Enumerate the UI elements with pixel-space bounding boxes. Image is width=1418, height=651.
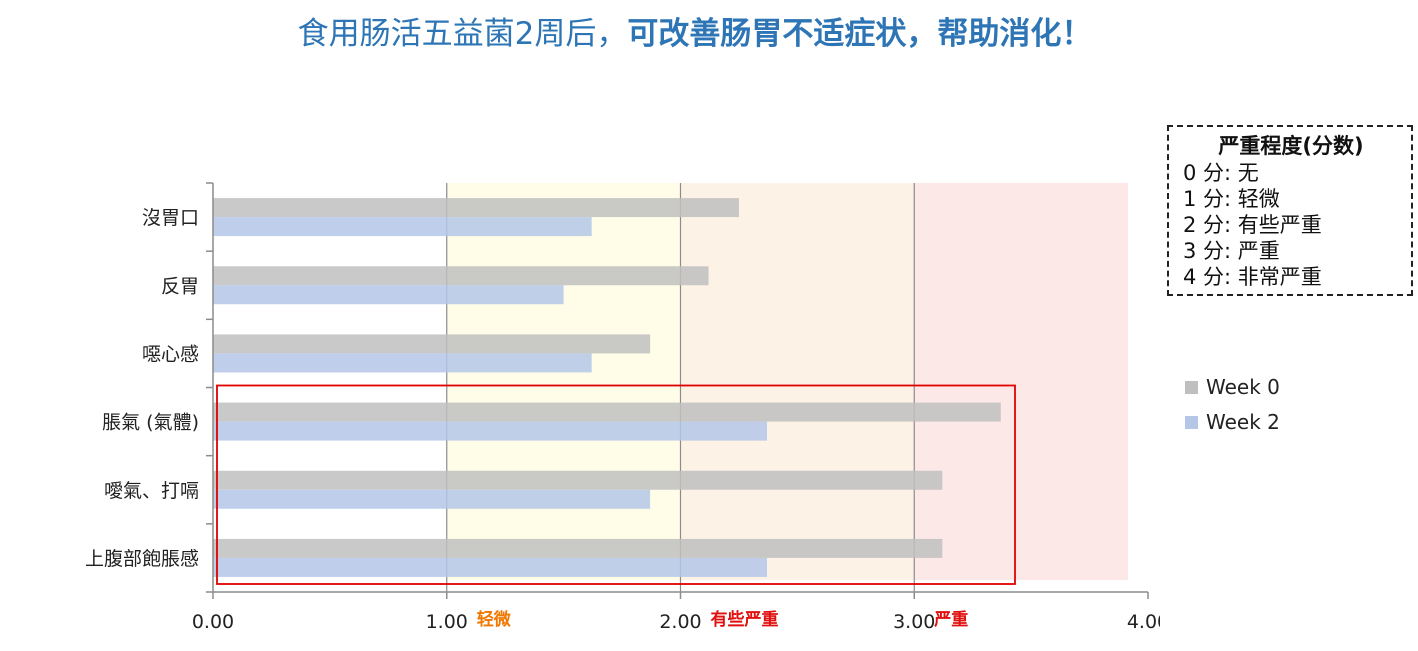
legend-swatch-week-0	[1185, 380, 1198, 394]
category-label-0: 沒胃口	[142, 207, 199, 229]
bar-week-0-4	[213, 470, 943, 490]
bar-week-2-5	[213, 557, 767, 577]
category-label-2: 噁心感	[142, 343, 199, 365]
severity-zones	[446, 183, 1128, 580]
bar-week-2-4	[213, 489, 651, 509]
zone-0	[446, 183, 681, 580]
severity-legend-title: 严重程度(分数)	[1218, 134, 1364, 158]
bar-week-2-3	[213, 421, 767, 441]
bar-week-2-0	[213, 217, 592, 237]
severity-item-2: 2 分: 有些严重	[1183, 213, 1322, 237]
axes	[206, 182, 1149, 599]
category-label-1: 反胃	[161, 275, 199, 297]
x-tick-label-0: 0.00	[192, 611, 234, 633]
zone-1	[680, 183, 915, 580]
bars	[213, 198, 1001, 577]
x-tick-label-1: 1.00	[426, 611, 468, 633]
bar-week-0-0	[213, 198, 739, 218]
category-label-3: 脹氣 (氣體)	[102, 412, 199, 434]
legend-week-2: Week 2	[1185, 410, 1280, 434]
bar-week-0-5	[213, 538, 943, 558]
severity-item-3: 3 分: 严重	[1183, 239, 1280, 263]
bar-week-2-1	[213, 285, 564, 305]
bar-week-0-1	[213, 266, 709, 286]
severity-item-0: 0 分: 无	[1183, 161, 1259, 185]
zone-label-2: 严重	[934, 609, 968, 630]
severity-legend: 严重程度(分数) 0 分: 无 1 分: 轻微 2 分: 有些严重 3 分: 严…	[1167, 125, 1413, 296]
gridlines	[446, 183, 915, 592]
bar-week-2-2	[213, 353, 592, 373]
legend-week-0: Week 0	[1185, 375, 1280, 399]
bar-week-0-3	[213, 402, 1001, 422]
x-tick-label-2: 2.00	[659, 611, 701, 633]
highlight-box-group	[216, 384, 1016, 585]
category-label-4: 噯氣、打嗝	[104, 480, 199, 502]
bar-week-0-2	[213, 334, 651, 354]
legend-swatch-week-2	[1185, 415, 1198, 429]
zone-label-0: 轻微	[477, 609, 512, 630]
title-bold: 可改善肠胃不适症状，帮助消化！	[627, 16, 1093, 52]
zone-2	[914, 183, 1128, 580]
legend-label-week-2: Week 2	[1206, 410, 1280, 434]
legend-label-week-0: Week 0	[1206, 375, 1280, 399]
category-label-5: 上腹部飽脹感	[85, 548, 199, 570]
highlight-box	[216, 384, 1016, 585]
x-tick-label-3: 3.00	[893, 611, 935, 633]
zone-label-1: 有些严重	[711, 609, 779, 630]
x-tick-label-4: 4.00	[1127, 611, 1160, 633]
severity-item-1: 1 分: 轻微	[1183, 187, 1280, 211]
title-normal: 食用肠活五益菌2周后，	[297, 16, 628, 52]
severity-item-4: 4 分: 非常严重	[1183, 265, 1322, 289]
chart-title: 食用肠活五益菌2周后，可改善肠胃不适症状，帮助消化！	[0, 8, 1390, 53]
